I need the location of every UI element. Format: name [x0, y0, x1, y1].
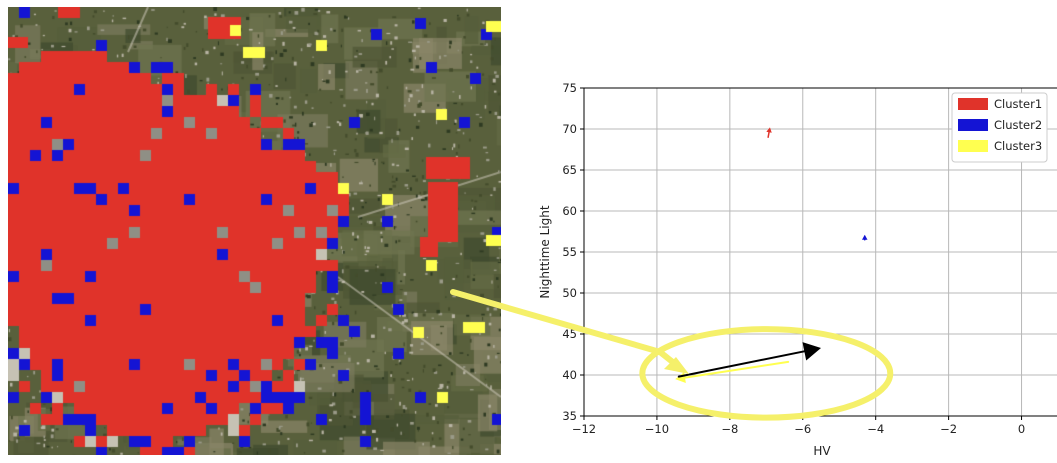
x-tick-label: −2	[940, 422, 957, 436]
legend-swatch-cluster3	[958, 140, 988, 152]
cluster1-mark-head	[766, 127, 772, 133]
y-tick-label: 60	[562, 204, 577, 218]
y-tick-label: 50	[562, 286, 577, 300]
scatter-plot: −12 −10 −8 −6 −4 −2 0 35 40 45 50 55 60 65 70 75 HV Nig…	[538, 81, 1057, 458]
cluster1-mark-shaft	[767, 131, 770, 138]
legend-label-cluster3: Cluster3	[994, 139, 1042, 153]
black-arrow-mark	[677, 342, 821, 378]
y-tick-label: 75	[562, 81, 577, 95]
legend-label-cluster1: Cluster1	[994, 97, 1042, 111]
black-arrow-mark-head	[802, 342, 821, 361]
cluster3-mark-shaft	[684, 360, 790, 379]
x-tick-label: −10	[645, 422, 669, 436]
callout	[450, 289, 689, 374]
satellite-map	[8, 7, 501, 455]
x-tick-label: −4	[867, 422, 884, 436]
y-tick-label: 40	[562, 368, 577, 382]
y-tick-label: 35	[562, 409, 577, 423]
legend-label-cluster2: Cluster2	[994, 118, 1042, 132]
cluster2-mark-head	[862, 234, 868, 240]
x-axis-label: HV	[813, 444, 831, 458]
callout-arrowhead	[664, 357, 689, 374]
y-tick-label: 45	[562, 327, 577, 341]
x-tick-label: −6	[794, 422, 811, 436]
legend-swatch-cluster2	[958, 119, 988, 131]
legend: Cluster1 Cluster2 Cluster3	[951, 92, 1048, 163]
cluster1-mark	[766, 127, 772, 138]
x-tick-label: 0	[1018, 422, 1025, 436]
y-tick-label: 70	[562, 122, 577, 136]
legend-swatch-cluster1	[958, 98, 988, 110]
y-tick-label: 65	[562, 163, 577, 177]
x-tick-label: −12	[572, 422, 596, 436]
y-axis-label: Nighttime Light	[538, 205, 552, 298]
tick-labels: −12 −10 −8 −6 −4 −2 0 35 40 45 50 55 60 65 70 75	[562, 81, 1025, 436]
data-marks	[639, 127, 894, 421]
black-arrow-mark-shaft	[677, 350, 806, 378]
cluster2-mark	[862, 234, 868, 241]
highlight-ellipse	[639, 326, 894, 421]
y-tick-label: 55	[562, 245, 577, 259]
x-tick-label: −8	[721, 422, 738, 436]
